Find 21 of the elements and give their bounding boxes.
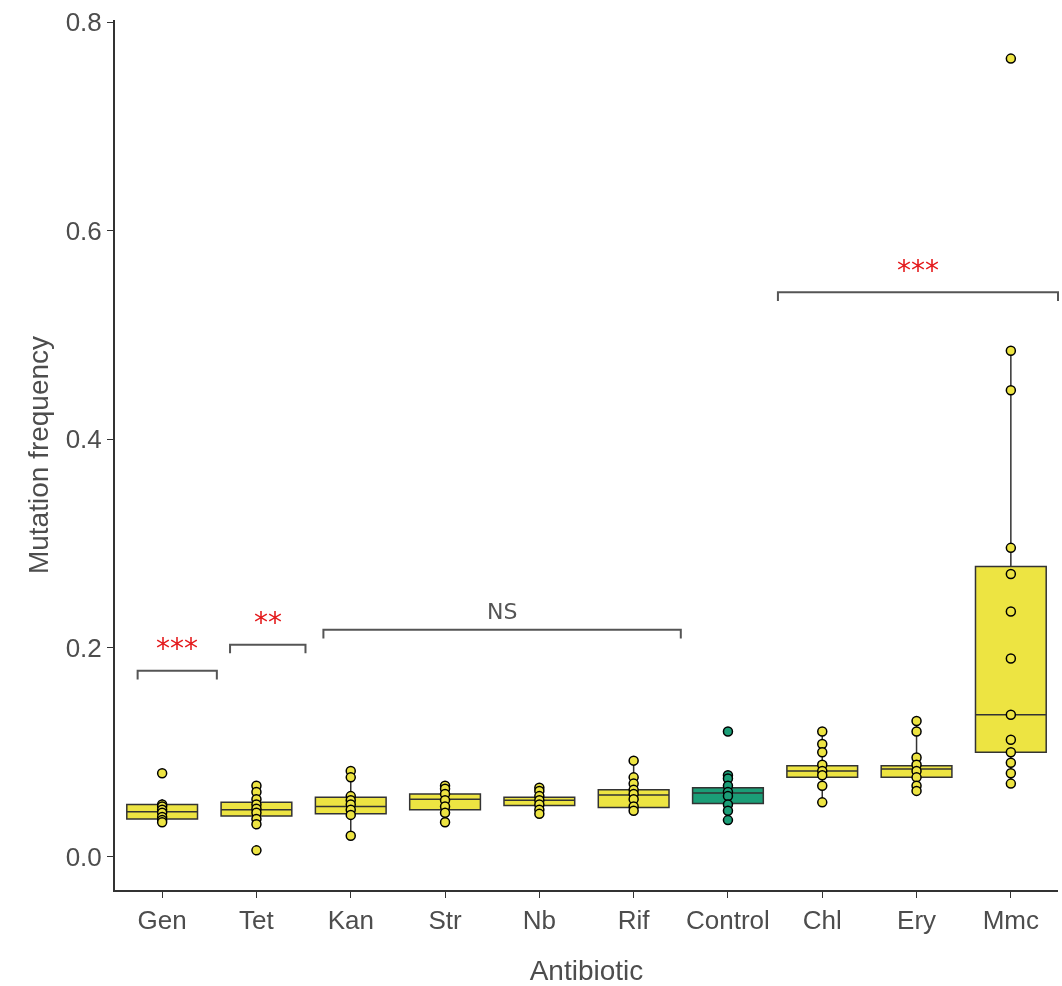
- y-tick-label: 0.2: [65, 633, 102, 664]
- x-tick-label: Control: [686, 905, 770, 936]
- x-tick-label: Mmc: [982, 905, 1040, 936]
- x-tick-label: Rif: [617, 905, 651, 936]
- x-tick-label: Kan: [327, 905, 374, 936]
- annotation: ***: [156, 632, 198, 665]
- x-tick-label: Ery: [897, 905, 937, 936]
- x-tick-label: Tet: [239, 905, 275, 936]
- y-tick-label: 0.0: [65, 841, 102, 872]
- annotation: **: [254, 606, 282, 639]
- x-tick-label: Nb: [522, 905, 556, 936]
- y-tick-label: 0.6: [65, 215, 102, 246]
- x-axis-title: Antibiotic: [529, 955, 644, 986]
- x-tick-label: Gen: [137, 905, 187, 936]
- y-axis-title: Mutation frequency: [23, 335, 54, 575]
- y-tick-label: 0.4: [65, 424, 102, 455]
- annotation: ***: [897, 254, 939, 287]
- x-tick-label: Chl: [802, 905, 842, 936]
- annotation: NS: [487, 599, 518, 624]
- x-tick-label: Str: [428, 905, 462, 936]
- y-tick-label: 0.8: [65, 7, 102, 38]
